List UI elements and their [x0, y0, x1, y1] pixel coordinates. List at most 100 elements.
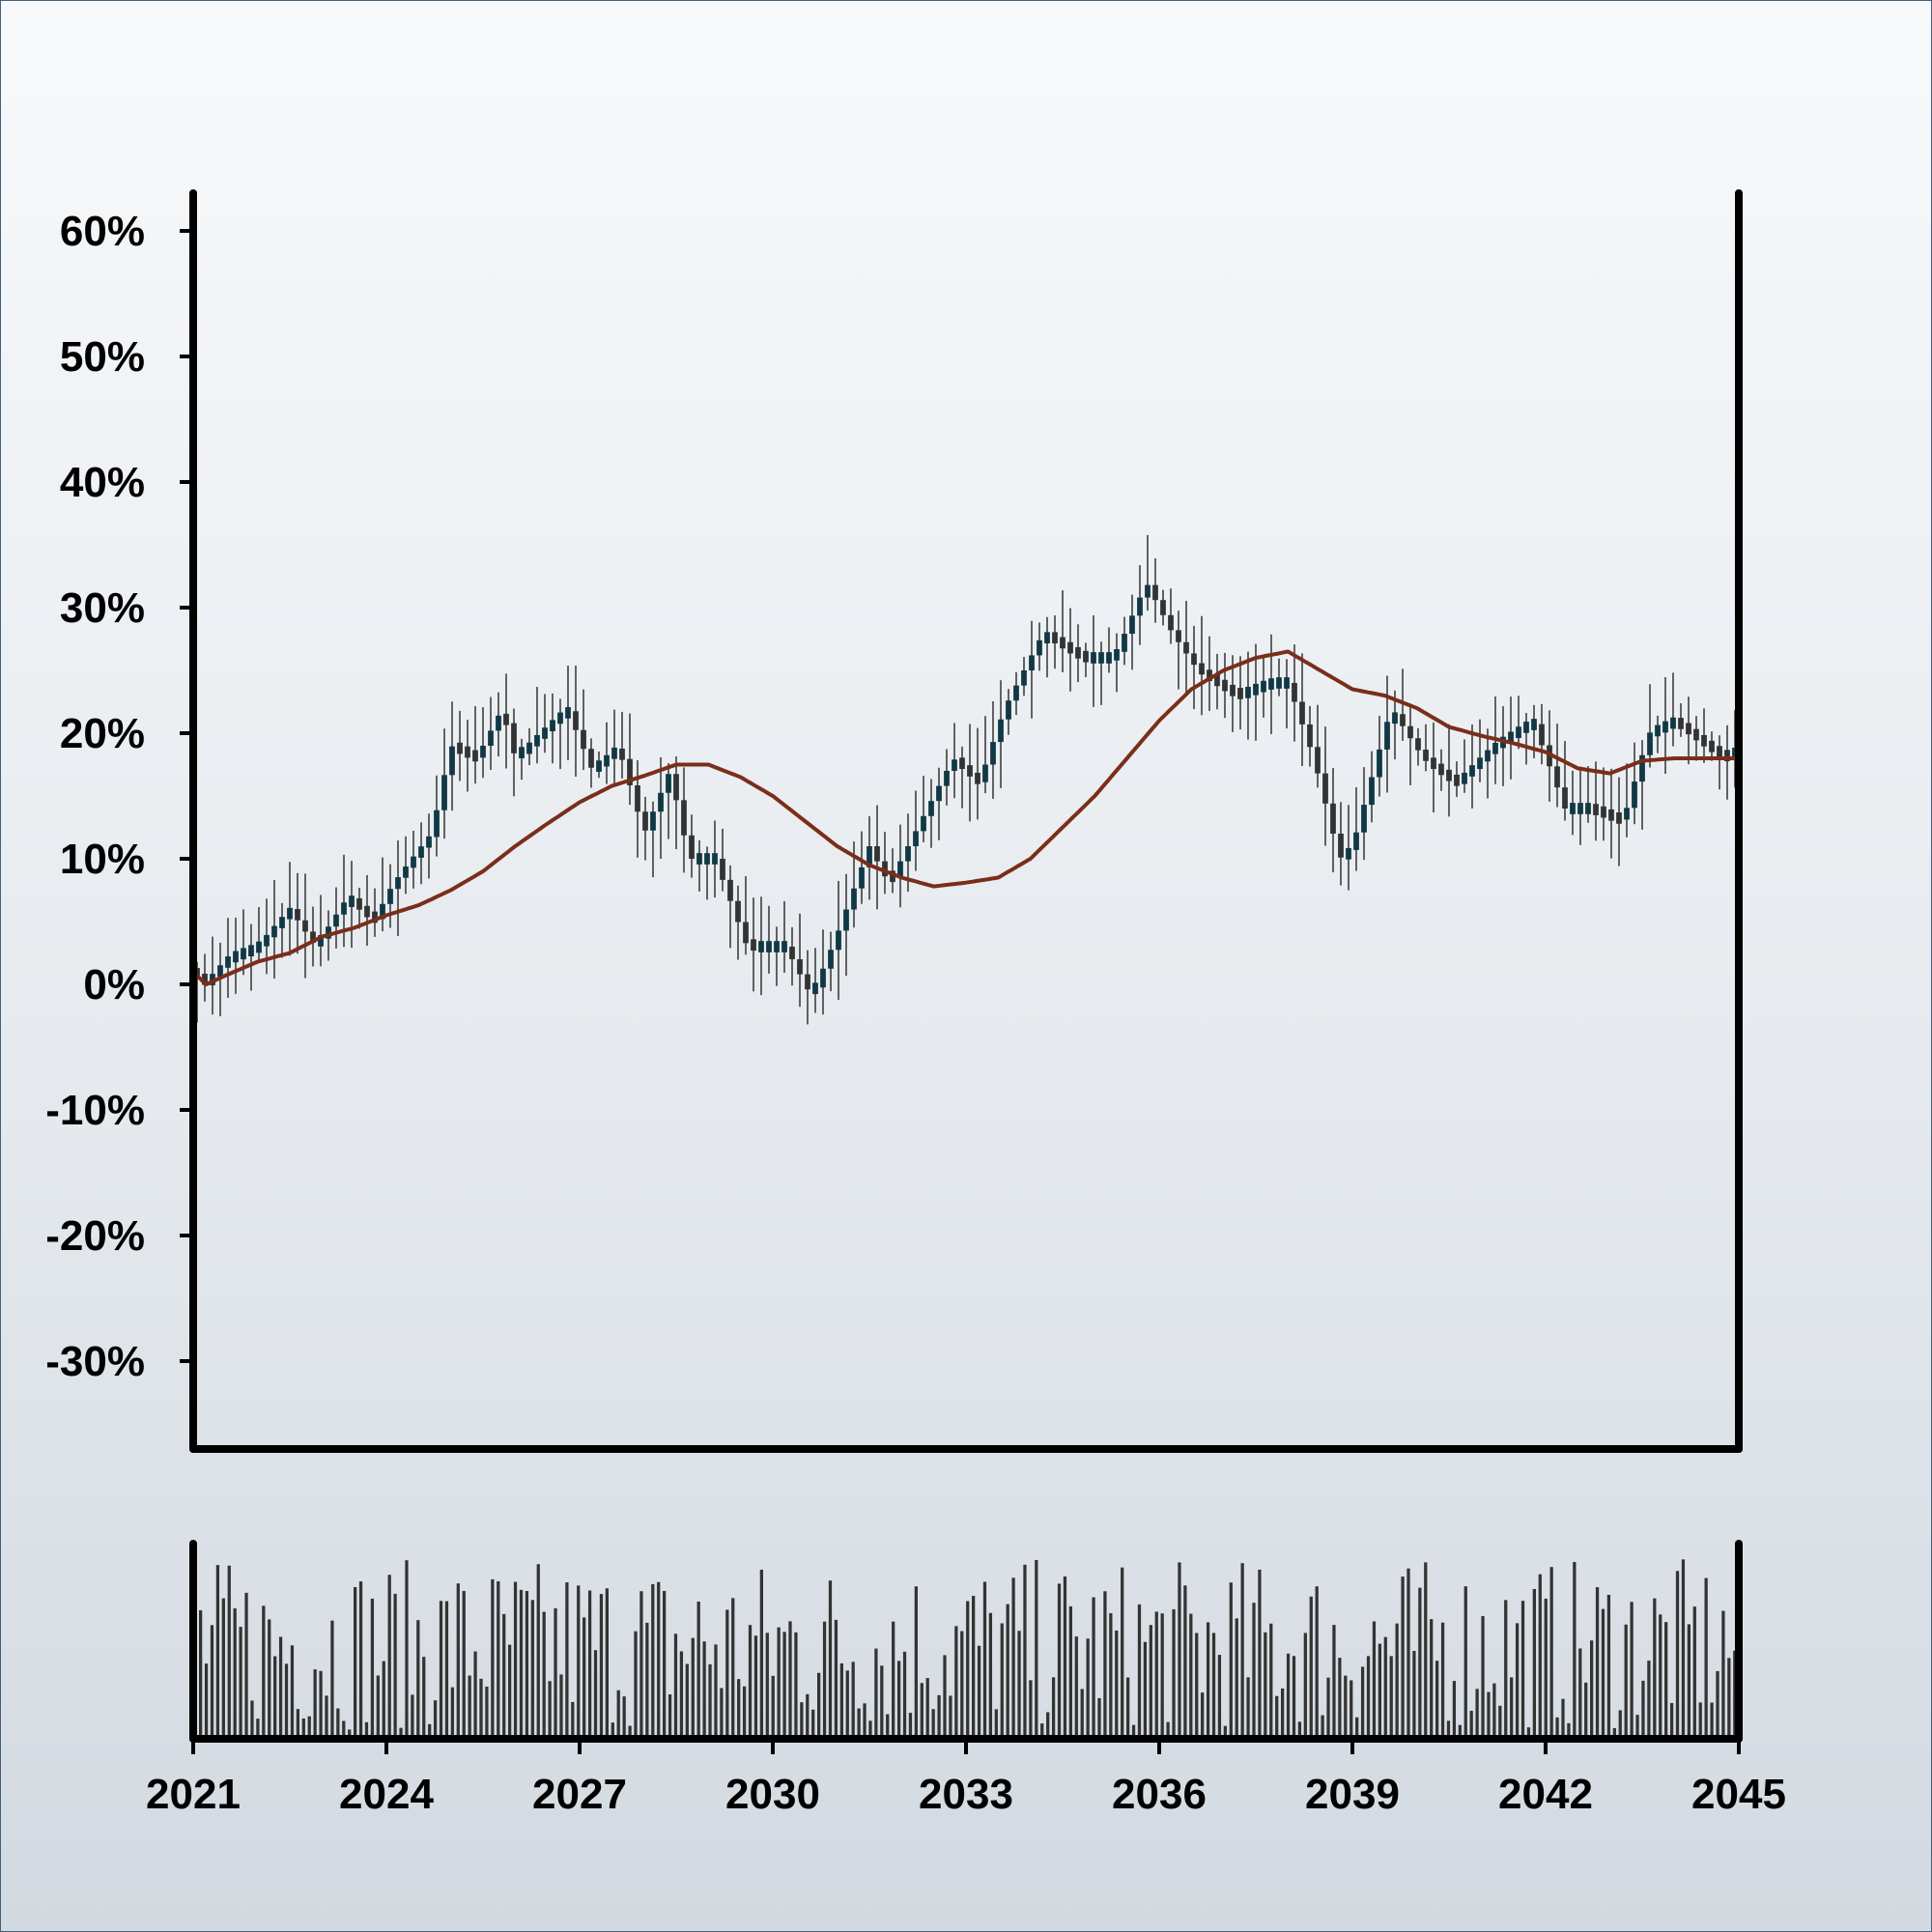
candle-body [998, 719, 1004, 743]
volume-bar [530, 1600, 534, 1739]
candle-body [781, 941, 787, 952]
candle-body [318, 935, 324, 947]
candle-body [859, 867, 865, 889]
volume-bar [1046, 1712, 1050, 1739]
volume-bar [1206, 1622, 1210, 1739]
volume-bar [1389, 1656, 1393, 1739]
volume-bar [1510, 1677, 1514, 1739]
candle-body [1052, 632, 1058, 644]
volume-bar [1360, 1666, 1365, 1739]
candle-body [1400, 714, 1406, 726]
y-axis-ticks: 60% 50% 40% 30% 20% 10% 0% -10% -20% -30% [45, 208, 193, 1385]
volume-bar [1223, 1725, 1227, 1739]
candle-body [1299, 701, 1305, 724]
volume-bar [1401, 1577, 1405, 1739]
candle-body [519, 747, 525, 758]
candle-body [758, 941, 764, 952]
volume-bar [1710, 1702, 1714, 1739]
volume-bar [673, 1634, 678, 1739]
volume-bar [1647, 1661, 1651, 1739]
volume-bar [559, 1674, 563, 1739]
volume-bar [1492, 1683, 1496, 1739]
volume-bar [485, 1686, 489, 1739]
candle-body [1709, 740, 1715, 753]
candle-body [403, 867, 409, 878]
candle-body [1446, 769, 1452, 781]
candle-body [1377, 749, 1382, 778]
y-tick-label: 40% [60, 459, 145, 506]
volume-bar [960, 1631, 964, 1739]
volume-bar [811, 1709, 815, 1739]
candle-body [225, 956, 231, 968]
volume-bar [1217, 1655, 1222, 1739]
volume-bar [399, 1727, 403, 1739]
candle-body [936, 785, 942, 802]
volume-bar [1121, 1567, 1124, 1739]
candle-body [1330, 803, 1336, 834]
volume-bar [1555, 1717, 1559, 1739]
candle-body [1717, 746, 1722, 757]
volume-bar [1269, 1623, 1273, 1739]
candle-body [1237, 688, 1243, 699]
volume-bar [892, 1621, 895, 1739]
volume-bar [908, 1713, 913, 1739]
volume-bar [1681, 1559, 1686, 1739]
volume-bar [1040, 1723, 1044, 1739]
candle-body [1191, 653, 1197, 666]
volume-bar [479, 1678, 483, 1739]
candle-body [673, 774, 679, 801]
volume-bar [931, 1709, 935, 1739]
volume-bar [725, 1609, 729, 1739]
candle-body [217, 965, 223, 977]
volume-bar [227, 1565, 231, 1739]
candle-body [1114, 649, 1120, 661]
candle-body [1152, 584, 1158, 601]
candle-body [372, 911, 378, 923]
candle-body [1462, 772, 1467, 784]
candle-body [1523, 722, 1529, 733]
candle-body [766, 941, 772, 952]
candle-body [1593, 804, 1599, 815]
candle-body [867, 846, 872, 867]
volume-bar [411, 1694, 414, 1739]
volume-bar [1258, 1569, 1262, 1739]
candle-body [1199, 663, 1205, 675]
candle-body [1678, 718, 1684, 729]
volume-bar [256, 1719, 260, 1739]
candle-body [573, 711, 579, 730]
volume-bar [1000, 1623, 1004, 1739]
volume-bar [737, 1679, 741, 1739]
volume-bar [307, 1716, 311, 1739]
volume-bar [1006, 1604, 1009, 1739]
candle-body [751, 939, 756, 952]
volume-bar [845, 1670, 849, 1739]
candle-body [1183, 641, 1189, 654]
volume-bar [1504, 1600, 1508, 1739]
volume-bar [1189, 1613, 1193, 1739]
candle-body [241, 948, 246, 960]
candle-body [1044, 632, 1050, 644]
volume-bar [857, 1708, 861, 1739]
volume-bar [1344, 1675, 1348, 1739]
volume-bar [777, 1627, 781, 1739]
volume-bar [1435, 1661, 1439, 1739]
candle-body [1616, 812, 1622, 824]
candle-body [1608, 809, 1614, 821]
volume-bar [456, 1583, 460, 1739]
candle-series [194, 534, 1738, 1025]
volume-bar [611, 1722, 614, 1739]
volume-bar [800, 1702, 804, 1739]
candle-body [836, 930, 841, 951]
candle-body [1021, 670, 1027, 686]
volume-bar [1601, 1608, 1605, 1739]
candle-body [1067, 641, 1073, 654]
volume-bar [622, 1696, 626, 1739]
candle-body [1292, 683, 1297, 702]
volume-bar [668, 1694, 672, 1739]
candle-body [1037, 639, 1042, 656]
volume-bar [1068, 1605, 1072, 1739]
volume-bar [1573, 1561, 1577, 1739]
candle-body [480, 746, 486, 758]
volume-bar [428, 1723, 432, 1739]
candle-body [1369, 777, 1375, 806]
